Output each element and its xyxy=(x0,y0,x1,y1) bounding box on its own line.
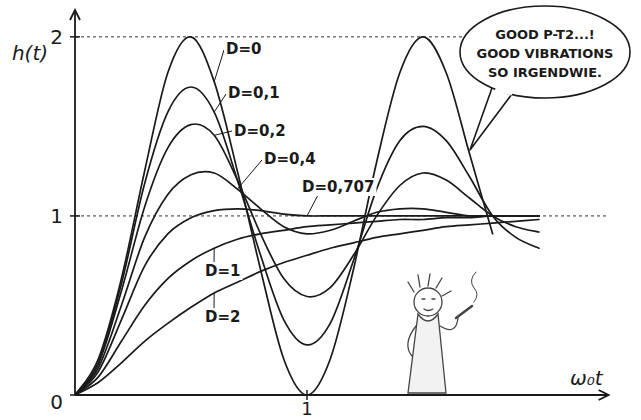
head xyxy=(414,288,442,316)
bubble-tail xyxy=(470,88,512,150)
x-tick-label: 1 xyxy=(301,398,312,419)
x-axis-arrow xyxy=(599,390,609,400)
x-axis xyxy=(75,394,609,396)
leader-line xyxy=(307,195,318,216)
face xyxy=(422,299,435,311)
leader-line xyxy=(214,50,224,82)
label-patch xyxy=(224,40,263,58)
annotation: GOOD VIBRATIONS xyxy=(477,46,614,61)
series-labels: D=0 D=0,1 D=0,2 D=0,4 D=0,707 D=1 D=2 xyxy=(203,40,376,326)
series-line xyxy=(75,220,539,396)
label-patch xyxy=(203,262,242,280)
label-patch xyxy=(300,178,376,196)
label-patch xyxy=(232,122,288,140)
series-label: D=0,1 xyxy=(228,84,280,102)
label-patch xyxy=(203,308,242,326)
plot-area xyxy=(75,37,539,395)
leader-line xyxy=(214,248,215,263)
label-patch xyxy=(226,84,282,102)
y-tick xyxy=(70,215,80,217)
series-label: D=0,4 xyxy=(264,150,316,168)
label-patch xyxy=(262,150,318,168)
series-label: D=2 xyxy=(205,308,240,326)
y-tick-label: 1 xyxy=(50,204,63,228)
arms xyxy=(408,318,458,356)
series-line xyxy=(75,87,539,395)
series-line xyxy=(75,172,539,395)
y-axis-arrow xyxy=(70,10,80,20)
character xyxy=(408,272,477,393)
bubble xyxy=(460,6,630,98)
leader-line xyxy=(237,160,262,189)
x-axis-label: ω₀t xyxy=(570,366,604,390)
series-line xyxy=(75,216,539,395)
bubble-joint xyxy=(495,90,512,94)
annotation: SO IRGENDWIE. xyxy=(488,65,602,80)
series-label: D=0,2 xyxy=(234,122,286,140)
series-line xyxy=(75,124,539,395)
background xyxy=(0,0,641,420)
chart: 0121h(t)ω₀tD=0D=0,1D=0,2D=0,4D=0,707D=1D… xyxy=(0,0,641,420)
series-line xyxy=(75,209,539,395)
series-label: D=1 xyxy=(205,262,240,280)
y-tick-label: 2 xyxy=(50,25,63,49)
y-tick xyxy=(70,36,80,38)
cigarette xyxy=(456,306,472,318)
leader-line xyxy=(214,293,215,309)
leader-line xyxy=(214,131,232,135)
speech-bubble: GOOD P-T2...! GOOD VIBRATIONS SO IRGENDWIE… xyxy=(460,6,630,150)
y-tick-label: 0 xyxy=(50,390,63,414)
annotation: GOOD P-T2...! xyxy=(495,27,595,42)
grid-line xyxy=(75,395,609,396)
smoke xyxy=(471,272,477,302)
series-label: D=0 xyxy=(226,40,261,58)
y-axis-label: h(t) xyxy=(12,41,48,65)
leader-line xyxy=(214,94,226,112)
y-axis xyxy=(74,10,76,395)
series-label: D=0,707 xyxy=(302,178,374,196)
